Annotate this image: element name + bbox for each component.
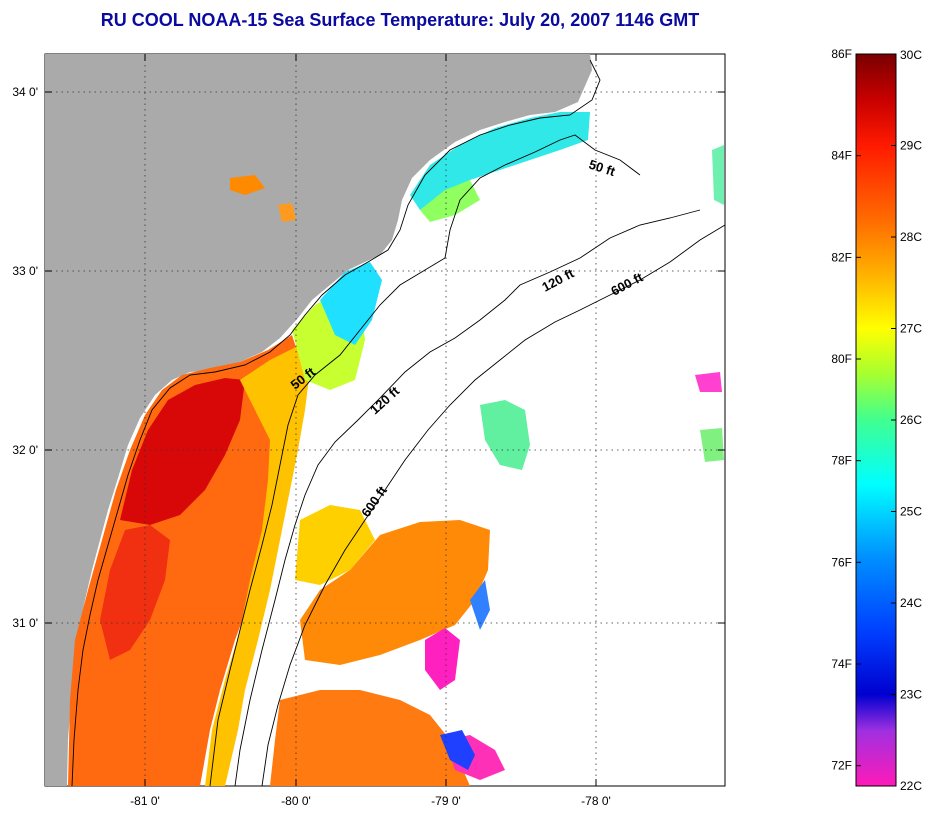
map-title: RU COOL NOAA-15 Sea Surface Temperature:… bbox=[100, 10, 700, 30]
colorbar-c-label: 30C bbox=[900, 48, 922, 62]
lat-tick-labels: 34 0' 33 0' 32 0' 31 0' bbox=[12, 85, 38, 630]
sst-patch-warm-coastal-south bbox=[68, 335, 300, 786]
lon-label-78: -78 0' bbox=[581, 794, 611, 808]
colorbar-f-label: 80F bbox=[831, 352, 852, 366]
colorbar-f-label: 82F bbox=[831, 250, 852, 264]
sst-patch-red-nearshore bbox=[100, 525, 170, 660]
lat-label-34: 34 0' bbox=[12, 85, 38, 99]
colorbar-c-label: 27C bbox=[900, 322, 922, 336]
colorbar-f-label: 76F bbox=[831, 555, 852, 569]
sst-patch-orange-inland-2 bbox=[278, 203, 296, 222]
colorbar-c-label: 22C bbox=[900, 779, 922, 793]
colorbar-c-label: 26C bbox=[900, 413, 922, 427]
colorbar-f-label: 78F bbox=[831, 454, 852, 468]
sst-data-layer bbox=[68, 112, 724, 786]
colorbar-c-label: 23C bbox=[900, 688, 922, 702]
sst-patch-green-offshore bbox=[480, 400, 530, 470]
contour-50ft bbox=[209, 134, 641, 786]
colorbar: 30C 29C 28C 27C 26C 25C 24C 23C 22C 86F 84F 82F 80F… bbox=[831, 47, 922, 793]
lon-tick-labels: -81 0' -80 0' -79 0' -78 0' bbox=[130, 794, 611, 808]
lat-label-31: 31 0' bbox=[12, 616, 38, 630]
colorbar-f-label: 72F bbox=[831, 759, 852, 773]
sst-patch-yellow-offshore bbox=[295, 505, 375, 585]
sst-patch-hot-core bbox=[120, 378, 245, 525]
lat-label-33: 33 0' bbox=[12, 264, 38, 278]
sst-patch-blue-se bbox=[440, 730, 475, 770]
bathymetry-contours bbox=[209, 134, 725, 786]
sst-patch-orange-south bbox=[270, 690, 470, 786]
lat-label-32: 32 0' bbox=[12, 443, 38, 457]
colorbar-f-label: 74F bbox=[831, 657, 852, 671]
sst-patch-cyan-nc bbox=[410, 112, 590, 210]
colorbar-fahrenheit-labels: 86F 84F 82F 80F 78F 76F 74F 72F bbox=[831, 47, 861, 773]
sst-patch-magenta-east bbox=[695, 372, 722, 392]
coastline bbox=[71, 59, 601, 786]
colorbar-scale bbox=[855, 53, 897, 787]
sst-patch-blue-offshore bbox=[470, 580, 490, 630]
contour-600ft bbox=[261, 224, 725, 786]
lon-label-81: -81 0' bbox=[130, 794, 160, 808]
graticule bbox=[45, 54, 725, 786]
colorbar-c-label: 29C bbox=[900, 139, 922, 153]
sst-patch-orange-offshore bbox=[300, 520, 490, 665]
frame-ticks bbox=[45, 54, 725, 786]
map-panel: 50 ft 120 ft 600 ft 50 ft 120 ft 600 ft … bbox=[12, 53, 726, 808]
sst-patch-yellow-band bbox=[205, 345, 310, 786]
sst-patch-magenta-south bbox=[425, 628, 460, 690]
colorbar-f-label: 86F bbox=[831, 47, 852, 61]
lon-label-80: -80 0' bbox=[281, 794, 311, 808]
contour-120ft bbox=[234, 209, 701, 786]
land-mass bbox=[45, 54, 592, 786]
colorbar-f-label: 84F bbox=[831, 149, 852, 163]
colorbar-c-label: 28C bbox=[900, 230, 922, 244]
colorbar-celsius-labels: 30C 29C 28C 27C 26C 25C 24C 23C 22C bbox=[891, 48, 922, 793]
sst-patch-orange-inland bbox=[230, 175, 265, 195]
lon-label-79: -79 0' bbox=[431, 794, 461, 808]
colorbar-c-label: 24C bbox=[900, 596, 922, 610]
sst-patch-green-nc bbox=[420, 180, 480, 222]
sst-patch-green-east bbox=[700, 428, 724, 462]
sst-patch-green-ne bbox=[712, 145, 724, 205]
colorbar-c-label: 25C bbox=[900, 505, 922, 519]
